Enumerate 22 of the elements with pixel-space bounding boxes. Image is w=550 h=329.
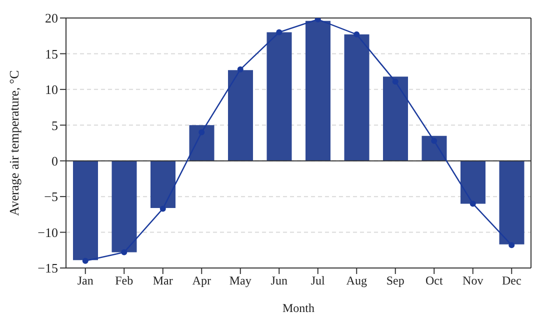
x-tick-label: May [229,274,252,288]
x-tick-label: Jul [310,274,326,288]
y-tick-label: 10 [45,82,58,98]
x-tick-label: Sep [386,274,404,288]
x-axis-title: Month [282,301,315,315]
x-tick-label: Nov [462,274,484,288]
x-tick-label: Jan [77,274,94,288]
y-tick-label: −10 [38,224,58,240]
x-tick-label: Aug [346,274,367,288]
x-tick-label: Apr [192,274,211,288]
y-tick-label: 20 [45,10,58,26]
y-tick-label: −15 [38,260,58,276]
x-tick-label: Jun [270,274,288,288]
y-axis-title: Average air temperature, °C [6,70,22,216]
y-tick-label: 5 [52,118,58,133]
y-tick-label: −5 [44,189,58,204]
x-tick-label: Feb [115,274,134,288]
y-tick-label: 0 [52,153,58,168]
x-tick-label: Dec [502,274,522,288]
x-tick-label: Oct [425,274,444,288]
x-tick-label: Mar [152,274,173,288]
y-tick-label: 15 [45,46,58,62]
